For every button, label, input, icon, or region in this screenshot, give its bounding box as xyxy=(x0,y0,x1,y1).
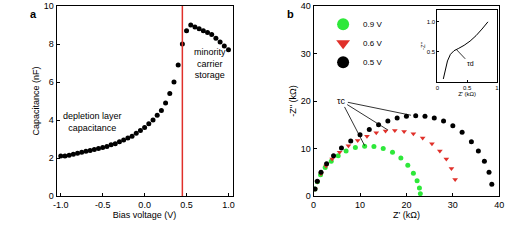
svg-text:0.5 V: 0.5 V xyxy=(363,58,382,67)
svg-text:-1.0: -1.0 xyxy=(53,200,69,210)
svg-text:10: 10 xyxy=(44,1,54,11)
svg-text:0.6 V: 0.6 V xyxy=(363,39,382,48)
svg-text:1.0: 1.0 xyxy=(222,200,235,210)
svg-text:0.9 V: 0.9 V xyxy=(363,20,382,29)
svg-text:40: 40 xyxy=(494,200,504,210)
svg-text:0.5: 0.5 xyxy=(180,200,193,210)
svg-text:0: 0 xyxy=(306,191,311,201)
svg-text:minoritycarrierstorage: minoritycarrierstorage xyxy=(194,47,226,80)
svg-text:20: 20 xyxy=(401,200,411,210)
svg-text:0.0: 0.0 xyxy=(138,200,151,210)
svg-text:-Z'' (kΩ): -Z'' (kΩ) xyxy=(288,85,298,117)
svg-text:Z' (kΩ): Z' (kΩ) xyxy=(458,91,476,97)
svg-text:τd: τd xyxy=(467,60,474,67)
svg-text:Z' (kΩ): Z' (kΩ) xyxy=(393,210,420,220)
svg-text:20: 20 xyxy=(301,96,311,106)
svg-text:Bias voltage (V): Bias voltage (V) xyxy=(113,210,177,220)
svg-text:τc: τc xyxy=(337,96,346,106)
svg-text:30: 30 xyxy=(301,49,311,59)
svg-text:30: 30 xyxy=(448,200,458,210)
svg-text:-Z'': -Z'' xyxy=(420,42,426,50)
svg-text:depletion layercapacitance: depletion layercapacitance xyxy=(63,111,122,133)
svg-text:-0.5: -0.5 xyxy=(95,200,111,210)
svg-text:0.5: 0.5 xyxy=(427,49,436,55)
svg-text:2: 2 xyxy=(49,153,54,163)
svg-text:a: a xyxy=(30,8,37,20)
svg-text:8: 8 xyxy=(49,39,54,49)
svg-text:40: 40 xyxy=(301,1,311,11)
svg-text:Capacitance (nF): Capacitance (nF) xyxy=(31,66,41,135)
svg-text:b: b xyxy=(287,8,294,20)
svg-text:0: 0 xyxy=(436,85,440,91)
svg-text:10: 10 xyxy=(355,200,365,210)
svg-text:1.0: 1.0 xyxy=(427,19,436,25)
svg-text:6: 6 xyxy=(49,77,54,87)
svg-text:1: 1 xyxy=(495,85,499,91)
svg-text:4: 4 xyxy=(49,115,54,125)
svg-text:0: 0 xyxy=(49,191,54,201)
svg-text:0.5: 0.5 xyxy=(463,85,472,91)
svg-text:10: 10 xyxy=(301,144,311,154)
svg-text:0: 0 xyxy=(311,200,316,210)
